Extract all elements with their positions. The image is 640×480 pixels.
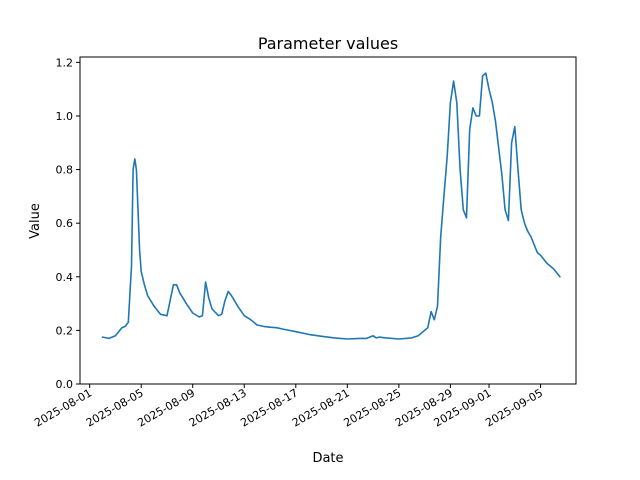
series-line-0	[101, 72, 561, 340]
plot-frame	[79, 56, 577, 385]
y-tick-label: 1.2	[56, 56, 74, 69]
y-tick-label: 0.6	[56, 217, 74, 230]
y-axis-ticks: 0.0 0.2 0.4 0.6 0.8 1.0 1.2	[56, 56, 80, 391]
y-axis-label: Value	[28, 203, 43, 239]
y-tick-label: 0.4	[56, 271, 74, 284]
x-axis-label: Date	[312, 451, 343, 466]
y-tick-label: 0.8	[56, 164, 74, 177]
y-tick-label: 0.0	[56, 378, 74, 391]
y-tick-label: 0.2	[56, 324, 74, 337]
chart-title: Parameter values	[258, 34, 398, 53]
series-layer	[101, 72, 561, 340]
y-tick-label: 1.0	[56, 110, 74, 123]
